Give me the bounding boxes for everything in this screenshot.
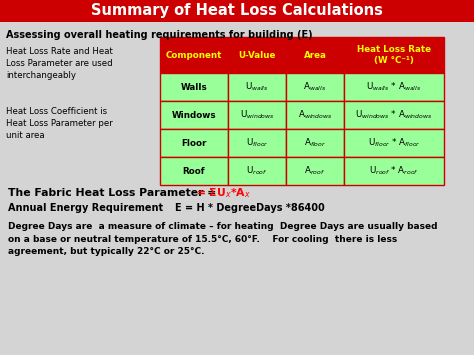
- Text: Area: Area: [303, 50, 327, 60]
- Bar: [344, 129, 444, 157]
- Bar: [344, 37, 444, 73]
- Text: E = H * DegreeDays *86400: E = H * DegreeDays *86400: [175, 203, 325, 213]
- Bar: [228, 73, 286, 101]
- Text: A$_{roof}$: A$_{roof}$: [304, 165, 326, 177]
- Text: Summary of Heat Loss Calculations: Summary of Heat Loss Calculations: [91, 4, 383, 18]
- Text: U-Value: U-Value: [238, 50, 276, 60]
- Bar: [344, 101, 444, 129]
- Text: U$_{windows}$ * A$_{windows}$: U$_{windows}$ * A$_{windows}$: [355, 109, 433, 121]
- Text: Floor: Floor: [182, 138, 207, 147]
- Text: U$_{roof}$: U$_{roof}$: [246, 165, 268, 177]
- Text: Windows: Windows: [172, 110, 216, 120]
- Bar: [228, 129, 286, 157]
- Text: U$_{floor}$ * A$_{floor}$: U$_{floor}$ * A$_{floor}$: [368, 137, 420, 149]
- Bar: [228, 101, 286, 129]
- Text: = ΣU$_{x}$*A$_{x}$: = ΣU$_{x}$*A$_{x}$: [196, 186, 251, 200]
- Text: Assessing overall heating requirements for building (E): Assessing overall heating requirements f…: [6, 30, 313, 40]
- Text: Annual Energy Requirement: Annual Energy Requirement: [8, 203, 163, 213]
- Bar: [344, 157, 444, 185]
- Text: U$_{floor}$: U$_{floor}$: [246, 137, 268, 149]
- Text: A$_{floor}$: A$_{floor}$: [304, 137, 326, 149]
- Bar: [286, 157, 344, 185]
- Text: Heat Loss Rate
(W °C⁻¹): Heat Loss Rate (W °C⁻¹): [357, 45, 431, 65]
- Text: U$_{windows}$: U$_{windows}$: [239, 109, 274, 121]
- Text: Component: Component: [166, 50, 222, 60]
- Bar: [160, 129, 228, 157]
- Text: U$_{walls}$: U$_{walls}$: [245, 81, 269, 93]
- Bar: [286, 73, 344, 101]
- Bar: [0, 0, 474, 22]
- Bar: [286, 129, 344, 157]
- Text: A$_{windows}$: A$_{windows}$: [298, 109, 332, 121]
- Text: Roof: Roof: [182, 166, 205, 175]
- Bar: [160, 73, 228, 101]
- Bar: [160, 157, 228, 185]
- Bar: [228, 37, 286, 73]
- Text: Walls: Walls: [181, 82, 207, 92]
- Text: Degree Days are  a measure of climate – for heating  Degree Days are usually bas: Degree Days are a measure of climate – f…: [8, 222, 438, 256]
- Bar: [160, 101, 228, 129]
- Text: Heat Loss Coefficient is
Heat Loss Parameter per
unit area: Heat Loss Coefficient is Heat Loss Param…: [6, 107, 113, 140]
- Bar: [228, 157, 286, 185]
- Bar: [160, 37, 228, 73]
- Text: U$_{walls}$ * A$_{walls}$: U$_{walls}$ * A$_{walls}$: [366, 81, 422, 93]
- Bar: [344, 73, 444, 101]
- Bar: [286, 37, 344, 73]
- Text: Heat Loss Rate and Heat
Loss Parameter are used
interchangeably: Heat Loss Rate and Heat Loss Parameter a…: [6, 47, 113, 80]
- Bar: [286, 101, 344, 129]
- Text: U$_{roof}$ * A$_{roof}$: U$_{roof}$ * A$_{roof}$: [369, 165, 419, 177]
- Text: The Fabric Heat Loss Parameter =: The Fabric Heat Loss Parameter =: [8, 188, 220, 198]
- Text: A$_{walls}$: A$_{walls}$: [303, 81, 327, 93]
